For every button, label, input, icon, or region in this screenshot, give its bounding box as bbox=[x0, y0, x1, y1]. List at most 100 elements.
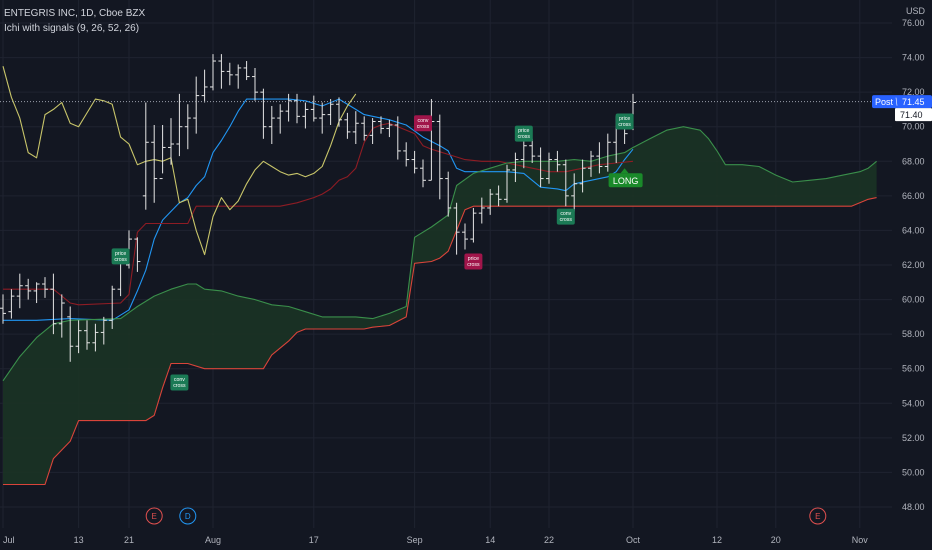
ohlc-bar[interactable] bbox=[235, 64, 242, 89]
ohlc-bar[interactable] bbox=[546, 152, 552, 184]
y-tick-label: 62.00 bbox=[902, 260, 925, 270]
signal-label-6: cross bbox=[618, 122, 631, 128]
ohlc-bar[interactable] bbox=[302, 102, 309, 129]
ohlc-bar[interactable] bbox=[445, 171, 452, 217]
ohlc-bar[interactable] bbox=[428, 99, 435, 181]
ohlc-bar[interactable] bbox=[226, 62, 233, 86]
ohlc-bar[interactable] bbox=[268, 105, 275, 144]
ohlc-bar[interactable] bbox=[369, 118, 376, 144]
y-tick-label: 70.00 bbox=[902, 122, 925, 132]
x-tick-label: 20 bbox=[771, 535, 781, 545]
ohlc-bar[interactable] bbox=[201, 69, 208, 103]
ohlc-bar[interactable] bbox=[252, 67, 258, 101]
ohlc-bar[interactable] bbox=[8, 289, 15, 319]
ohlc-bar[interactable] bbox=[67, 306, 74, 362]
ohlc-bar[interactable] bbox=[520, 137, 527, 169]
signal-tag-3 bbox=[464, 253, 483, 270]
ohlc-bar[interactable] bbox=[168, 118, 174, 165]
ohlc-bar[interactable] bbox=[529, 138, 536, 164]
ohlc-bar[interactable] bbox=[50, 273, 57, 335]
price-axis-panel bbox=[892, 0, 932, 550]
ichimoku-cloud bbox=[3, 126, 877, 485]
base-line-line bbox=[3, 122, 634, 306]
ohlc-bar[interactable] bbox=[411, 150, 418, 174]
ohlc-bar[interactable] bbox=[277, 104, 284, 134]
symbol-title[interactable]: ENTEGRIS INC, 1D, Cboe BZX bbox=[4, 8, 146, 19]
ohlc-bar[interactable] bbox=[193, 76, 200, 134]
ohlc-bar[interactable] bbox=[462, 223, 468, 250]
ohlc-bar[interactable] bbox=[294, 93, 300, 124]
ohlc-bar[interactable] bbox=[596, 142, 603, 174]
signal-label-4: cross bbox=[518, 134, 531, 140]
ohlc-bar[interactable] bbox=[436, 114, 443, 200]
ohlc-bar[interactable] bbox=[562, 159, 569, 207]
ohlc-bar[interactable] bbox=[554, 150, 561, 172]
ohlc-bar[interactable] bbox=[394, 116, 401, 160]
ohlc-bar[interactable] bbox=[109, 285, 116, 329]
ohlc-bar[interactable] bbox=[134, 237, 141, 272]
dividend-event-label: D bbox=[185, 512, 191, 521]
ohlc-bar[interactable] bbox=[243, 61, 250, 81]
signal-label-0: cross bbox=[114, 257, 127, 263]
ohlc-bar[interactable] bbox=[487, 188, 494, 215]
ohlc-bar[interactable] bbox=[16, 273, 23, 309]
long-signal-tag bbox=[608, 173, 643, 188]
earnings-event-label: E bbox=[152, 512, 157, 521]
ohlc-bar[interactable] bbox=[336, 97, 342, 127]
post-price-separator bbox=[895, 97, 898, 106]
signal-label-1: cross bbox=[173, 383, 186, 389]
ohlc-bar[interactable] bbox=[453, 202, 460, 255]
x-tick-label: Sep bbox=[407, 535, 423, 545]
ohlc-bar[interactable] bbox=[42, 277, 48, 298]
ohlc-bar[interactable] bbox=[210, 54, 216, 91]
ohlc-bar[interactable] bbox=[504, 164, 510, 203]
ohlc-bar[interactable] bbox=[327, 99, 334, 125]
ohlc-bar[interactable] bbox=[420, 159, 426, 188]
ohlc-bar[interactable] bbox=[84, 320, 90, 350]
ohlc-bar[interactable] bbox=[512, 152, 519, 183]
ohlc-bar[interactable] bbox=[344, 112, 351, 139]
ohlc-bar[interactable] bbox=[478, 197, 485, 224]
ohlc-bar[interactable] bbox=[378, 116, 384, 134]
post-price-label: Post bbox=[875, 97, 894, 107]
last-price-tag bbox=[895, 108, 932, 122]
ohlc-bar[interactable] bbox=[75, 320, 82, 354]
earnings-event-label: E bbox=[815, 512, 820, 521]
ohlc-bar[interactable] bbox=[352, 111, 359, 144]
y-tick-label: 58.00 bbox=[902, 329, 925, 339]
ohlc-bar[interactable] bbox=[470, 207, 477, 243]
ohlc-bar[interactable] bbox=[142, 102, 149, 210]
ohlc-bar[interactable] bbox=[151, 124, 158, 203]
ohlc-bar[interactable] bbox=[310, 95, 317, 122]
ohlc-bar[interactable] bbox=[386, 119, 393, 138]
signal-tag-2 bbox=[414, 115, 432, 132]
ohlc-bar[interactable] bbox=[25, 278, 32, 300]
ohlc-bar[interactable] bbox=[100, 316, 107, 345]
ohlc-bar[interactable] bbox=[361, 116, 368, 141]
ohlc-bar[interactable] bbox=[92, 323, 99, 352]
ohlc-bar[interactable] bbox=[260, 88, 267, 139]
ohlc-bar[interactable] bbox=[319, 102, 326, 134]
long-signal-label: LONG bbox=[613, 176, 639, 186]
ohlc-bar[interactable] bbox=[285, 93, 292, 122]
ohlc-bar[interactable] bbox=[159, 124, 166, 180]
ohlc-bar[interactable] bbox=[495, 185, 502, 207]
ohlc-bar[interactable] bbox=[176, 93, 183, 157]
y-tick-label: 52.00 bbox=[902, 433, 925, 443]
ohlc-bar[interactable] bbox=[184, 104, 191, 150]
ohlc-bar[interactable] bbox=[537, 147, 544, 188]
ohlc-bar[interactable] bbox=[33, 282, 40, 304]
indicator-title[interactable]: Ichi with signals (9, 26, 52, 26) bbox=[4, 23, 140, 34]
ohlc-bar[interactable] bbox=[218, 54, 225, 89]
ohlc-bar[interactable] bbox=[571, 173, 578, 212]
ohlc-bar[interactable] bbox=[579, 159, 586, 193]
earnings-event-marker bbox=[145, 507, 163, 525]
ohlc-bar[interactable] bbox=[403, 142, 410, 167]
ohlc-bar[interactable] bbox=[0, 294, 6, 324]
ohlc-bar[interactable] bbox=[604, 133, 611, 172]
leading-span-b-line bbox=[3, 197, 877, 486]
x-tick-label: Oct bbox=[626, 535, 641, 545]
ohlc-bar[interactable] bbox=[58, 294, 65, 338]
ohlc-bar[interactable] bbox=[588, 150, 594, 177]
